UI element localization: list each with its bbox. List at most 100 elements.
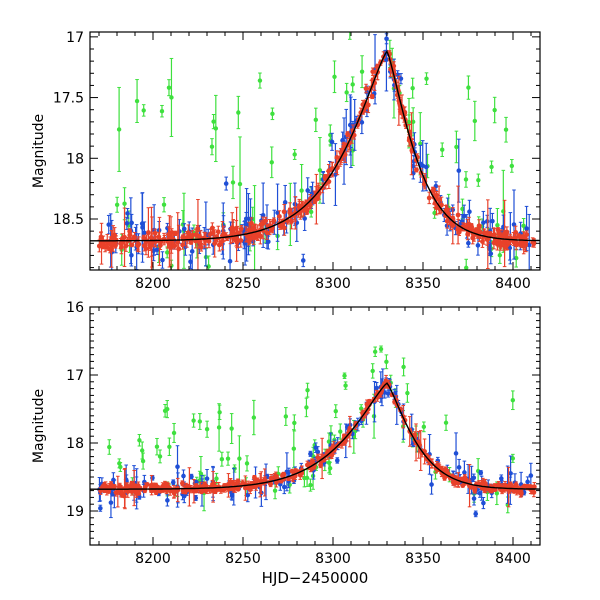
data-point-red [363,83,369,94]
x-tick-label: 8250 [225,551,261,567]
data-point-green [157,449,163,464]
data-point-red [494,238,500,251]
data-point-blue [453,432,459,475]
x-tick-label: 8300 [315,276,351,292]
x-tick-label: 8350 [405,276,441,292]
data-point-blue [484,214,490,228]
data-point-blue [106,214,112,235]
data-point-red [491,227,496,244]
data-point-green [348,32,352,40]
data-point-green [443,414,449,431]
y-tick-label: 18 [66,436,84,452]
data-point-green [162,404,168,418]
data-point-red [176,224,182,270]
y-tick-label: 17 [66,368,84,384]
data-point-red [277,210,282,223]
data-point-red [147,244,153,250]
data-point-red [462,474,468,481]
model-curve [90,49,540,242]
data-point-red [430,186,436,193]
data-point-red [472,487,478,493]
data-point-blue [329,132,335,151]
data-point-red [162,480,168,488]
x-tick-label: 8300 [315,551,351,567]
data-point-blue [359,110,365,135]
data-point-green [464,258,469,270]
data-point-green [237,435,242,482]
data-point-green [338,423,343,440]
data-point-red [212,488,218,495]
data-point-red [489,488,495,494]
data-point-green [211,114,216,130]
data-point-red [129,480,135,487]
data-point-green [308,478,313,492]
x-tick-label: 8200 [135,551,171,567]
data-point-blue [140,192,145,263]
data-point-red [189,234,195,240]
data-point-green [332,60,337,94]
data-point-green [350,76,355,93]
data-point-green [154,437,160,456]
data-point-green [292,414,297,432]
data-point-green [292,149,297,160]
data-point-red [414,167,419,173]
data-point-red [274,474,280,483]
data-point-green [476,173,481,187]
x-tick-label: 8400 [495,276,531,292]
data-point-green [251,399,257,436]
data-point-green [405,383,410,403]
data-point-blue [334,457,340,464]
data-point-red [281,203,287,220]
data-point-red [522,483,527,489]
data-point-red [113,242,118,249]
data-point-blue [98,504,103,512]
data-point-green [244,455,250,472]
data-point-green [269,146,274,179]
data-point-blue [181,469,186,483]
data-point-blue [150,475,155,481]
data-point-green [440,142,445,157]
data-point-red [258,220,264,228]
x-tick-label: 8200 [135,276,171,292]
model-curve [90,382,540,490]
data-point-green [343,381,348,390]
x-tick-label: 8250 [225,276,261,292]
data-point-green [384,354,389,370]
data-point-blue [526,213,532,270]
data-point-green [159,104,165,118]
y-tick-label: 17.5 [53,91,84,107]
x-tick-label: 8400 [495,551,531,567]
data-point-green [509,159,515,173]
data-point-red [220,221,225,251]
y-tick-label: 19 [66,504,84,520]
data-point-red [502,481,508,490]
data-point-red [218,485,224,494]
data-point-red [188,239,194,245]
data-point-red [242,475,248,501]
data-point-red [315,453,321,462]
data-point-green [270,107,275,121]
data-point-green [283,407,289,426]
data-point-green [401,357,406,377]
data-point-green [333,404,338,419]
data-point-green [472,100,478,142]
data-point-red [476,228,482,235]
data-point-red [193,488,199,494]
data-point-green [209,138,215,156]
data-point-red [263,216,269,225]
plot-area [90,32,540,270]
data-point-red [516,233,522,239]
data-point-green [236,95,241,130]
data-point-red [469,223,475,231]
data-point-red [322,174,328,180]
data-point-blue [165,494,170,507]
data-point-red [135,241,141,251]
top-panel: 8200 8250 8300 8350 8400 17 17.5 18 18.5 Magnitud… [31,30,541,292]
data-point-green [225,451,231,466]
data-point-green [489,160,494,174]
data-point-red [250,226,256,232]
data-point-green [257,72,263,89]
data-point-green [114,196,120,213]
data-point-green [118,462,123,472]
